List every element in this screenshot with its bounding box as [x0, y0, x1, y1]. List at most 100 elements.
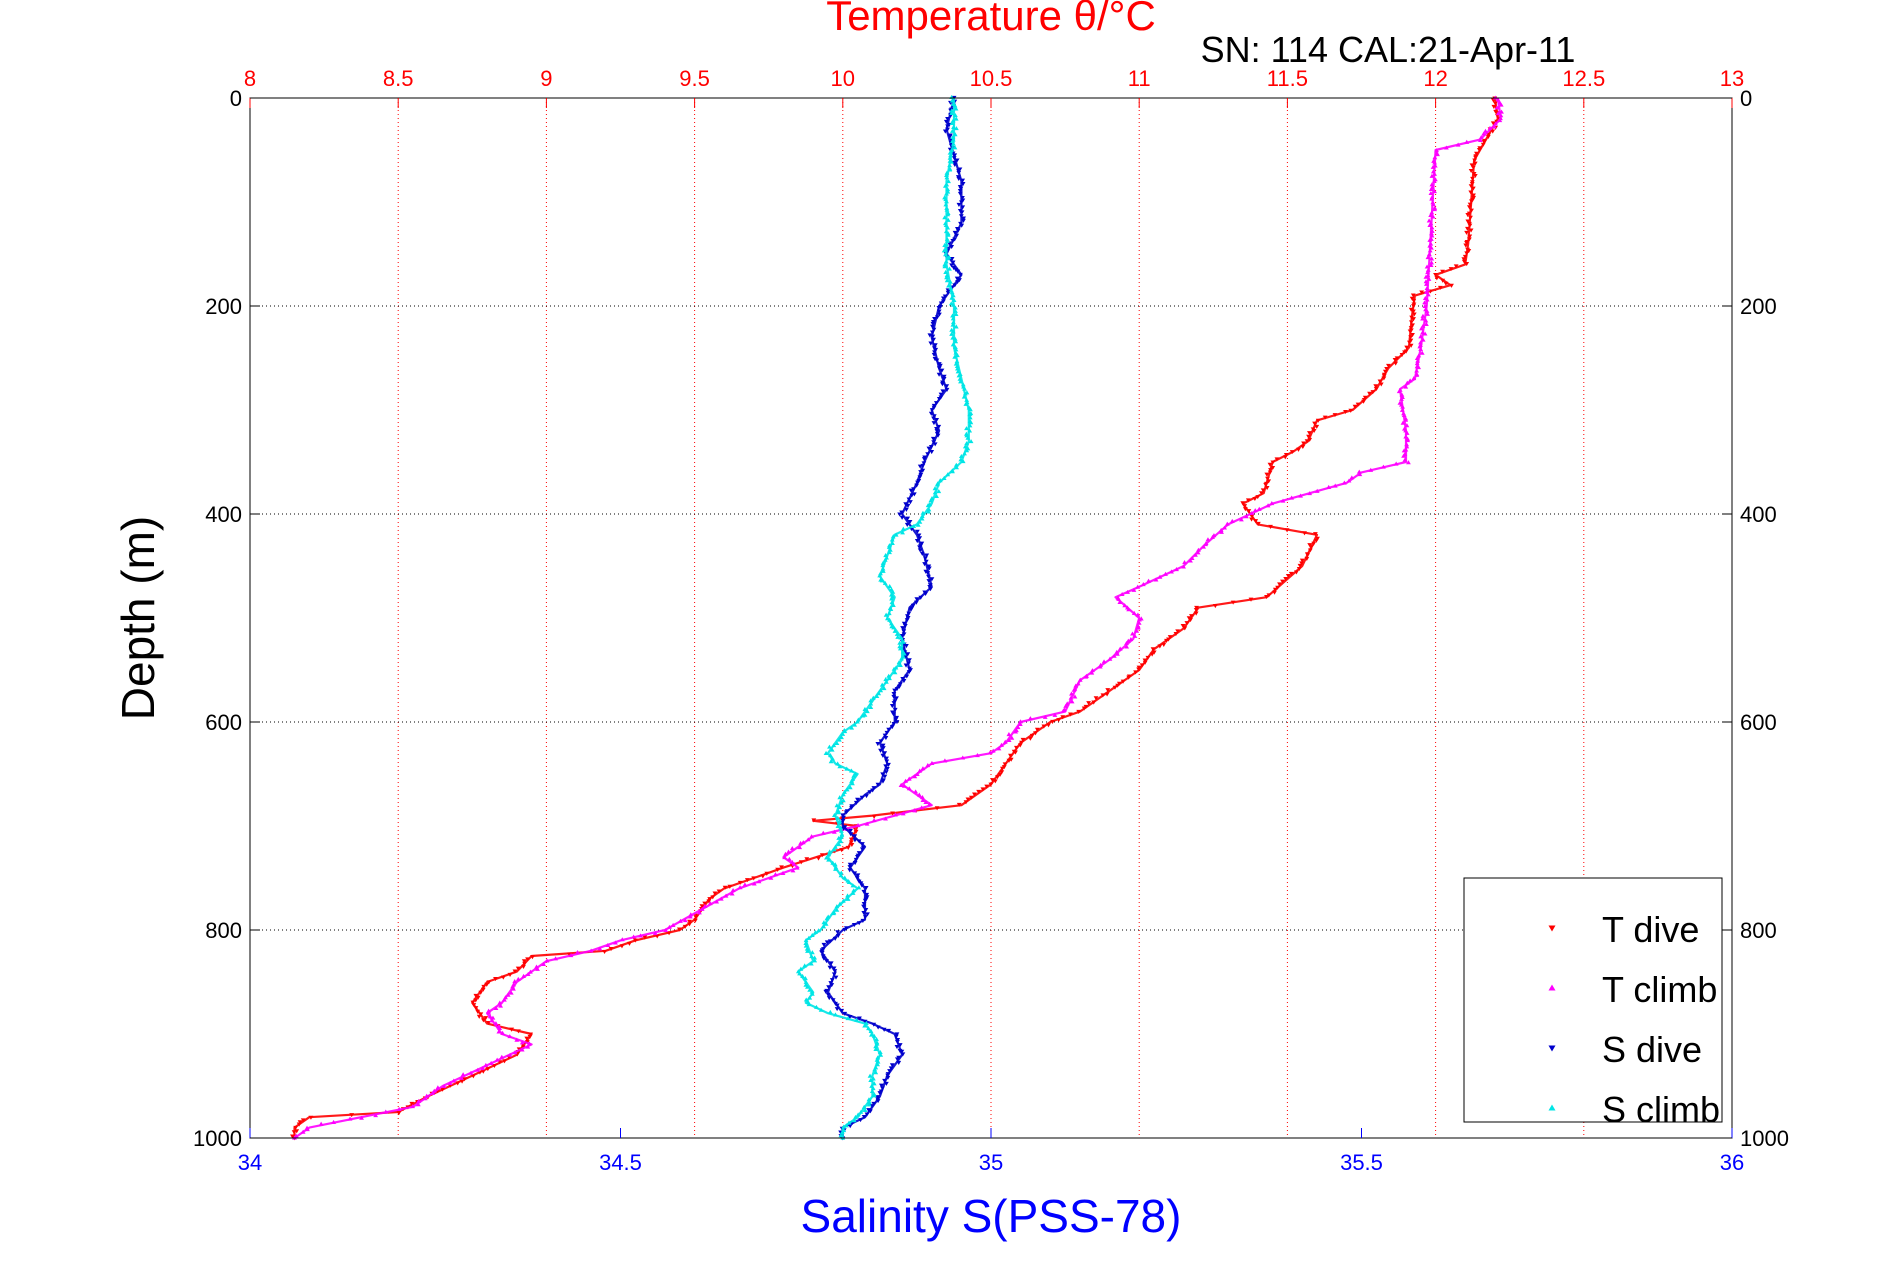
- data-point: [905, 652, 911, 657]
- data-point: [519, 1047, 525, 1052]
- temperature-tick-label: 12.5: [1562, 66, 1605, 91]
- data-point: [953, 324, 959, 329]
- data-point: [410, 1104, 416, 1109]
- data-point: [1112, 685, 1118, 690]
- data-point: [676, 927, 682, 932]
- data-point: [849, 805, 854, 810]
- data-point: [296, 1122, 302, 1127]
- data-point: [936, 488, 942, 494]
- data-point: [1478, 137, 1483, 142]
- data-point: [1427, 248, 1433, 253]
- data-point: [1494, 105, 1500, 110]
- data-point: [889, 1063, 895, 1068]
- data-point: [1408, 343, 1414, 348]
- data-point: [291, 1130, 297, 1135]
- data-point: [1027, 736, 1033, 741]
- data-point: [856, 851, 862, 856]
- data-point: [1013, 745, 1019, 750]
- data-point: [1304, 556, 1310, 562]
- data-point: [619, 944, 625, 949]
- data-point: [652, 930, 658, 936]
- data-point: [955, 280, 960, 285]
- data-point: [687, 919, 692, 924]
- data-point: [842, 927, 848, 932]
- data-point: [871, 814, 877, 819]
- data-point: [642, 935, 648, 940]
- data-point: [868, 1109, 873, 1114]
- data-point: [1399, 392, 1405, 397]
- data-point: [956, 170, 962, 175]
- data-point: [916, 533, 922, 538]
- data-point: [944, 384, 950, 389]
- data-point: [1135, 584, 1141, 589]
- data-point: [1400, 420, 1406, 425]
- data-point: [1184, 621, 1190, 626]
- data-point: [861, 904, 866, 909]
- data-point: [902, 623, 908, 629]
- data-point: [855, 1112, 861, 1117]
- data-point: [1424, 264, 1430, 269]
- data-point: [1471, 195, 1477, 200]
- data-point: [1164, 638, 1169, 643]
- data-point: [911, 487, 916, 492]
- data-point: [1428, 262, 1434, 268]
- data-point: [938, 301, 944, 306]
- data-point: [505, 992, 511, 997]
- data-point: [541, 961, 546, 966]
- temperature-tick-label: 9: [540, 66, 552, 91]
- data-point: [1167, 635, 1173, 640]
- data-point: [1411, 317, 1416, 322]
- data-point: [500, 975, 506, 980]
- data-point: [1299, 558, 1305, 563]
- data-point: [899, 656, 904, 661]
- data-point: [950, 260, 956, 265]
- data-point: [926, 579, 932, 584]
- data-point: [864, 892, 870, 897]
- temperature-tick-label: 11.5: [1267, 66, 1308, 91]
- data-point: [475, 1067, 481, 1072]
- data-point: [831, 829, 837, 834]
- data-point: [898, 782, 904, 788]
- data-point: [1410, 333, 1415, 338]
- data-point: [960, 382, 966, 387]
- data-point: [952, 145, 958, 150]
- data-point: [912, 774, 918, 779]
- data-point: [889, 725, 895, 730]
- data-point: [944, 191, 949, 196]
- data-point: [1029, 733, 1035, 738]
- data-point: [819, 853, 825, 858]
- data-point: [835, 930, 840, 935]
- data-point: [1115, 683, 1121, 688]
- data-point: [1060, 708, 1066, 713]
- data-point: [892, 628, 898, 633]
- data-point: [1314, 488, 1320, 493]
- data-point: [1424, 297, 1430, 302]
- depth-tick-label-left: 200: [205, 294, 242, 319]
- data-point: [814, 1004, 819, 1009]
- data-point: [918, 472, 924, 477]
- data-point: [881, 1027, 887, 1032]
- data-point: [879, 682, 885, 687]
- data-point: [921, 457, 927, 462]
- data-point: [1422, 303, 1428, 308]
- data-point: [855, 797, 860, 802]
- data-point: [860, 842, 865, 847]
- data-point: [1299, 561, 1304, 566]
- data-point: [300, 1118, 306, 1123]
- data-point: [955, 228, 961, 233]
- data-point: [837, 795, 843, 800]
- data-point: [359, 1115, 364, 1120]
- data-point: [1076, 709, 1082, 714]
- data-point: [1467, 234, 1473, 239]
- data-point: [850, 781, 855, 786]
- data-point: [945, 217, 951, 222]
- data-point: [824, 916, 830, 921]
- data-point: [953, 344, 958, 350]
- data-point: [901, 783, 907, 788]
- data-point: [926, 566, 932, 571]
- data-point: [957, 188, 963, 194]
- data-point: [849, 842, 855, 848]
- data-point: [666, 931, 672, 936]
- data-point: [847, 1124, 853, 1129]
